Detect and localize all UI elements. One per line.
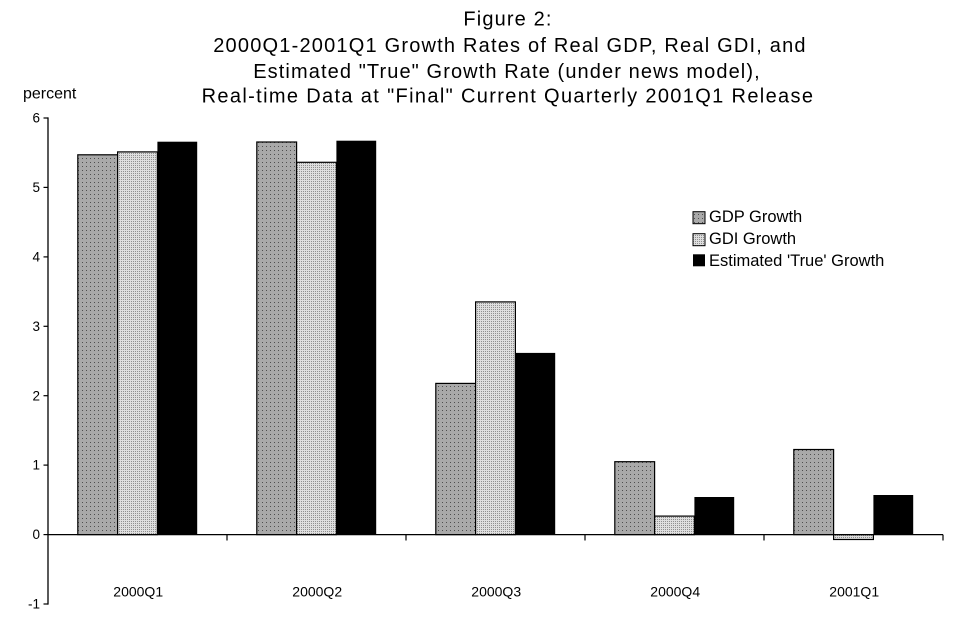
svg-text:3: 3 — [32, 319, 40, 334]
svg-text:GDI Growth: GDI Growth — [709, 230, 796, 248]
svg-text:6: 6 — [32, 111, 40, 126]
svg-text:2: 2 — [32, 388, 40, 403]
svg-text:0: 0 — [32, 527, 40, 542]
svg-text:-1: -1 — [28, 597, 40, 612]
svg-text:2000Q1: 2000Q1 — [113, 584, 163, 600]
svg-text:percent: percent — [23, 85, 77, 102]
svg-text:Real-time Data at "Final" Curr: Real-time Data at "Final" Current Quarte… — [202, 86, 815, 108]
svg-text:2000Q1-2001Q1 Growth Rates of: 2000Q1-2001Q1 Growth Rates of Real GDP, … — [213, 35, 807, 57]
svg-text:Estimated 'True' Growth: Estimated 'True' Growth — [709, 252, 884, 270]
svg-text:4: 4 — [32, 250, 40, 265]
svg-text:2000Q2: 2000Q2 — [292, 584, 342, 600]
svg-text:Estimated "True" Growth Rate (: Estimated "True" Growth Rate (under news… — [253, 61, 761, 83]
svg-text:1: 1 — [32, 458, 40, 473]
svg-text:2001Q1: 2001Q1 — [829, 584, 879, 600]
svg-text:Figure 2:: Figure 2: — [463, 9, 552, 31]
svg-text:2000Q4: 2000Q4 — [650, 584, 700, 600]
svg-text:2000Q3: 2000Q3 — [471, 584, 521, 600]
svg-text:GDP Growth: GDP Growth — [709, 208, 802, 226]
svg-text:5: 5 — [32, 180, 40, 195]
